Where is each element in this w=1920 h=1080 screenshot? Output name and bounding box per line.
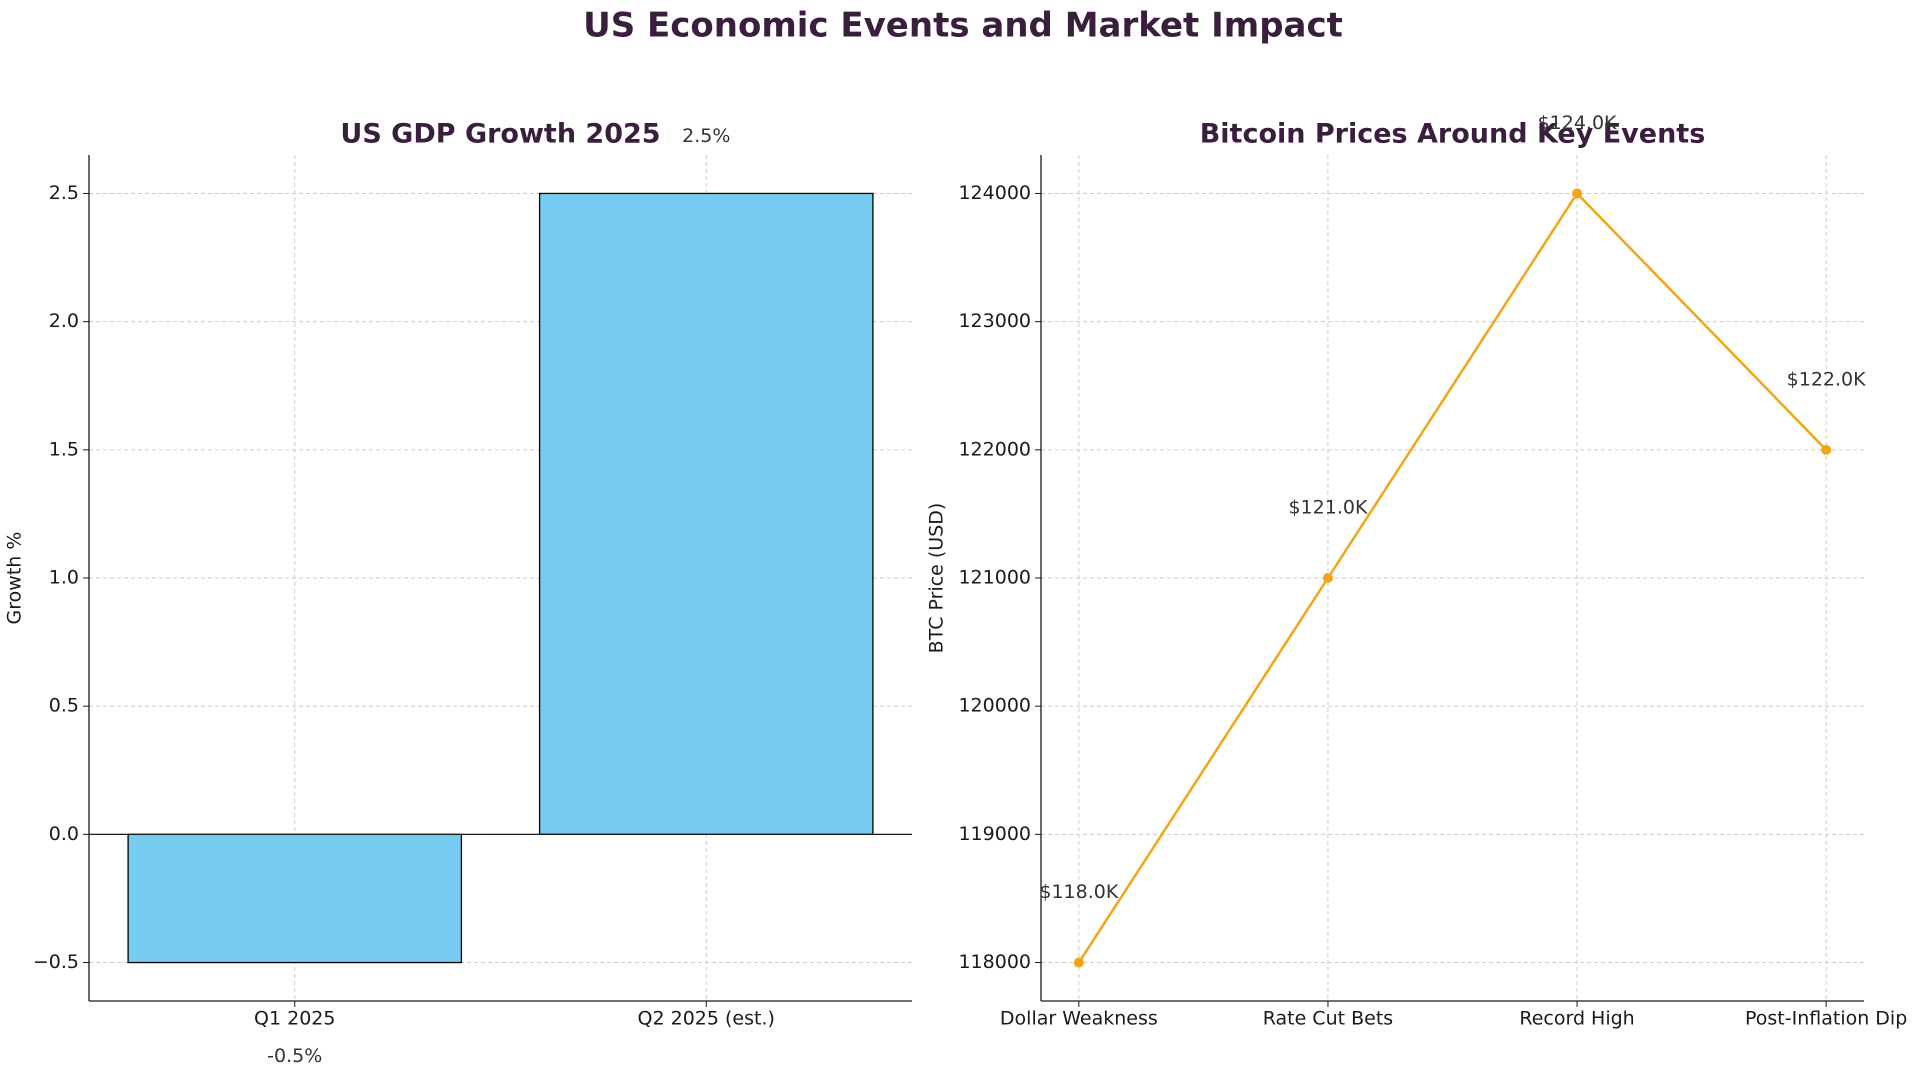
figure-title: US Economic Events and Market Impact — [583, 6, 1343, 46]
line — [1077, 191, 1828, 964]
y-tick-label: 118000 — [958, 951, 1031, 973]
point — [1572, 188, 1583, 199]
y-tick-label: 120000 — [958, 695, 1031, 717]
x-tick-label: Q1 2025 — [254, 1008, 335, 1030]
y-tick-label: 1.0 — [49, 567, 79, 589]
value-label: $121.0K — [1288, 497, 1367, 519]
y-tick-label: 1.5 — [49, 438, 79, 460]
y-tick-label: 122000 — [958, 438, 1031, 460]
value-label: 2.5% — [682, 125, 730, 147]
y-tick-label: 121000 — [958, 567, 1031, 589]
chart-subtitle: US GDP Growth 2025 — [340, 119, 660, 150]
y-tick-label: 123000 — [958, 310, 1031, 332]
y-tick-label: 0.0 — [49, 823, 79, 845]
value-label: $118.0K — [1039, 881, 1118, 903]
point — [1073, 957, 1084, 968]
bar — [127, 833, 463, 964]
y-tick-label: 2.0 — [49, 310, 79, 332]
value-label: -0.5% — [267, 1045, 322, 1067]
point — [1821, 444, 1832, 455]
y-tick-label: −0.5 — [33, 951, 79, 973]
y-tick-label: 124000 — [958, 182, 1031, 204]
x-tick-label: Dollar Weakness — [1000, 1008, 1158, 1030]
x-tick-label: Rate Cut Bets — [1263, 1008, 1393, 1030]
chart-subtitle: Bitcoin Prices Around Key Events — [1200, 119, 1706, 150]
y-tick-label: 119000 — [958, 823, 1031, 845]
y-axis-label: Growth % — [4, 532, 26, 625]
point — [1322, 573, 1333, 583]
y-axis-label: BTC Price (USD) — [926, 503, 948, 654]
x-tick-label: Record High — [1519, 1008, 1634, 1030]
value-label: $122.0K — [1787, 368, 1866, 390]
x-tick-label: Q2 2025 (est.) — [638, 1008, 775, 1030]
y-tick-label: 0.5 — [49, 695, 79, 717]
y-tick-label: 2.5 — [49, 182, 79, 204]
bar — [538, 192, 874, 836]
x-tick-label: Post-Inflation Dip — [1745, 1008, 1907, 1030]
value-label: $124.0K — [1538, 112, 1617, 134]
